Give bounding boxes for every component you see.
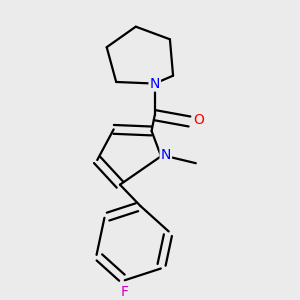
Text: N: N [150, 76, 160, 91]
Text: N: N [160, 148, 171, 162]
Text: O: O [193, 113, 204, 127]
Text: F: F [121, 285, 129, 299]
